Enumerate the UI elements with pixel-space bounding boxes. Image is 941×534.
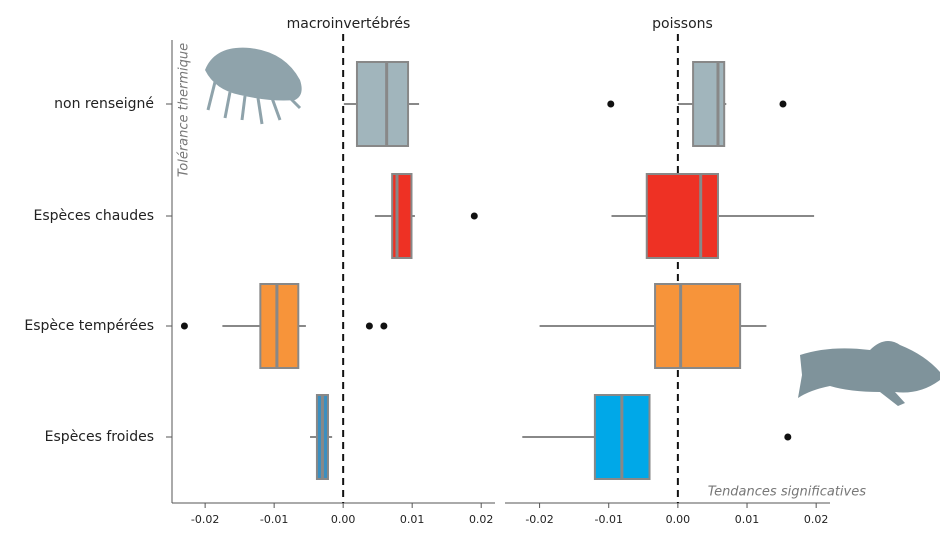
x-tick-label: -0.01 [594,513,622,526]
outlier [470,212,478,220]
annotation: Tendances significatives [708,485,866,500]
x-tick-label: 0.01 [400,513,425,526]
panel-title: poissons [652,16,713,32]
outlier [607,100,615,108]
x-tick-label: 0.00 [331,513,356,526]
shrimp-icon [205,47,302,125]
panel-title: macroinvertébrés [287,16,411,32]
outlier [779,100,787,108]
y-tick-label: Espèces froides [45,429,154,445]
box [391,173,413,259]
x-tick-label: 0.02 [469,513,494,526]
x-tick-label: -0.01 [260,513,288,526]
y-tick-label: Espèces chaudes [33,208,154,224]
x-tick-label: 0.00 [666,513,691,526]
y-tick-label: non renseigné [54,96,154,112]
outlier [180,322,188,330]
box [645,173,719,259]
box [692,61,726,147]
outlier [784,433,792,441]
outlier [380,322,388,330]
x-tick-label: -0.02 [525,513,553,526]
y-tick-label: Espèce tempérées [24,318,154,334]
box [259,283,300,369]
x-tick-label: 0.02 [804,513,829,526]
box [654,283,742,369]
y-axis-label: Tolérance thermique [177,43,192,177]
box [355,61,410,147]
fish-icon [798,341,940,406]
x-tick-label: -0.02 [191,513,219,526]
outlier [365,322,373,330]
x-tick-label: 0.01 [735,513,760,526]
